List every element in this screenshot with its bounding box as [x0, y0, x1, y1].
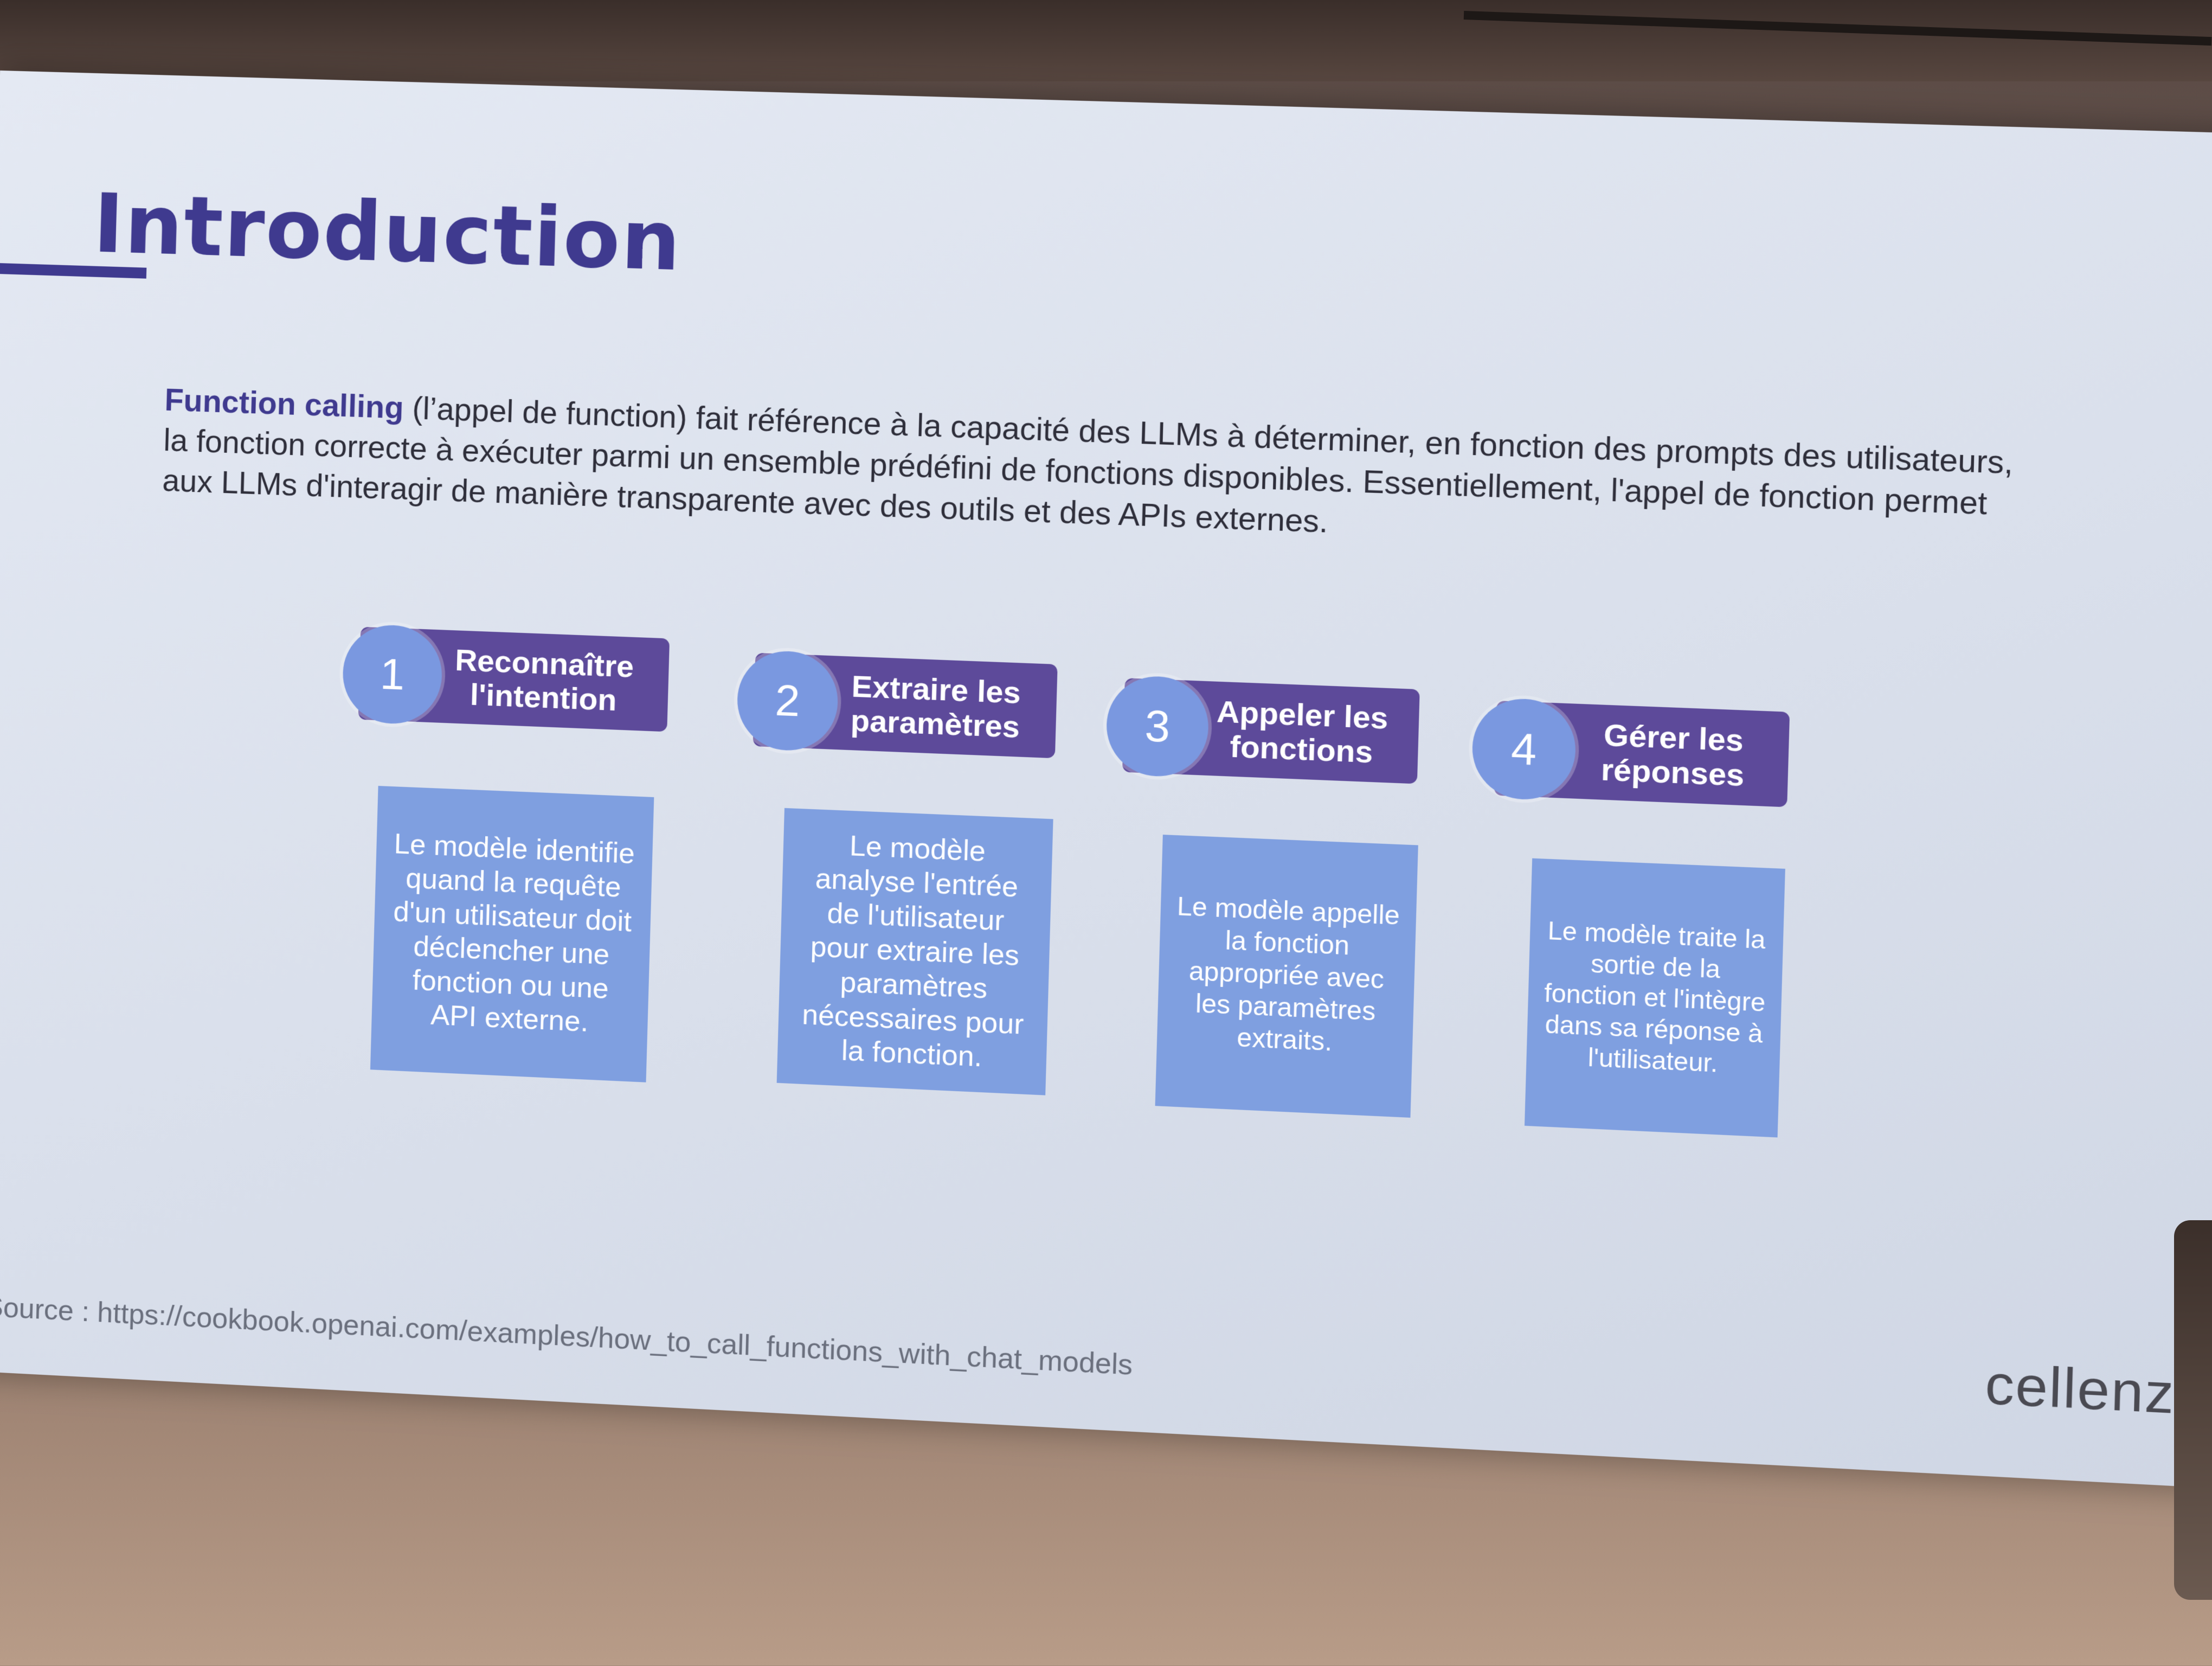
step-1-description-box: Le modèle identifie quand la requête d'u…	[370, 786, 654, 1082]
slide-title: Introduction	[92, 176, 683, 290]
step-3-title: Appeler les fonctions	[1216, 694, 1389, 770]
step-3-description-box: Le modèle appelle la fonction appropriée…	[1155, 835, 1418, 1118]
step-4-description: Le modèle traite la sortie de la fonctio…	[1541, 915, 1769, 1081]
step-4-title: Gérer les réponses	[1600, 717, 1746, 792]
step-4-description-box: Le modèle traite la sortie de la fonctio…	[1525, 858, 1785, 1138]
intro-paragraph: Function calling (l’appel de function) f…	[162, 380, 2036, 567]
step-3-description: Le modèle appelle la fonction appropriée…	[1172, 890, 1402, 1061]
step-1-title: Reconnaître l'intention	[454, 643, 634, 718]
step-1-description: Le modèle identifie quand la requête d'u…	[385, 827, 638, 1041]
source-citation: Source : https://cookbook.openai.com/exa…	[0, 1290, 1133, 1381]
projection-screen: Introduction Function calling (l’appel d…	[0, 71, 2212, 1490]
step-2-title: Extraire les paramètres	[850, 669, 1021, 744]
ceiling	[0, 0, 2212, 81]
step-2-description: Le modèle analyse l'entrée de l'utilisat…	[792, 827, 1038, 1077]
intro-lead: Function calling	[164, 382, 404, 425]
presenter-silhouette	[2174, 1220, 2212, 1600]
step-2-description-box: Le modèle analyse l'entrée de l'utilisat…	[777, 808, 1053, 1095]
intro-text: (l’appel de function) fait référence à l…	[162, 390, 2014, 540]
